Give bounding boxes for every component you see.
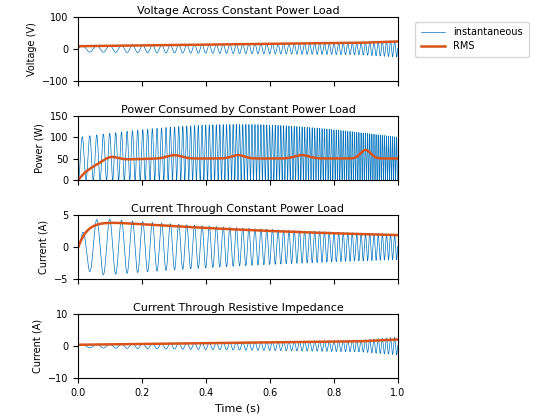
Title: Current Through Constant Power Load: Current Through Constant Power Load [132,204,344,214]
Legend: instantaneous, RMS: instantaneous, RMS [415,22,529,57]
Title: Power Consumed by Constant Power Load: Power Consumed by Constant Power Load [120,105,356,115]
Y-axis label: Current (A): Current (A) [32,319,43,373]
Title: Voltage Across Constant Power Load: Voltage Across Constant Power Load [137,6,339,16]
Y-axis label: Power (W): Power (W) [35,123,45,173]
X-axis label: Time (s): Time (s) [216,403,260,413]
Y-axis label: Voltage (V): Voltage (V) [27,22,36,76]
Title: Current Through Resistive Impedance: Current Through Resistive Impedance [133,303,343,313]
Y-axis label: Current (A): Current (A) [39,220,49,274]
